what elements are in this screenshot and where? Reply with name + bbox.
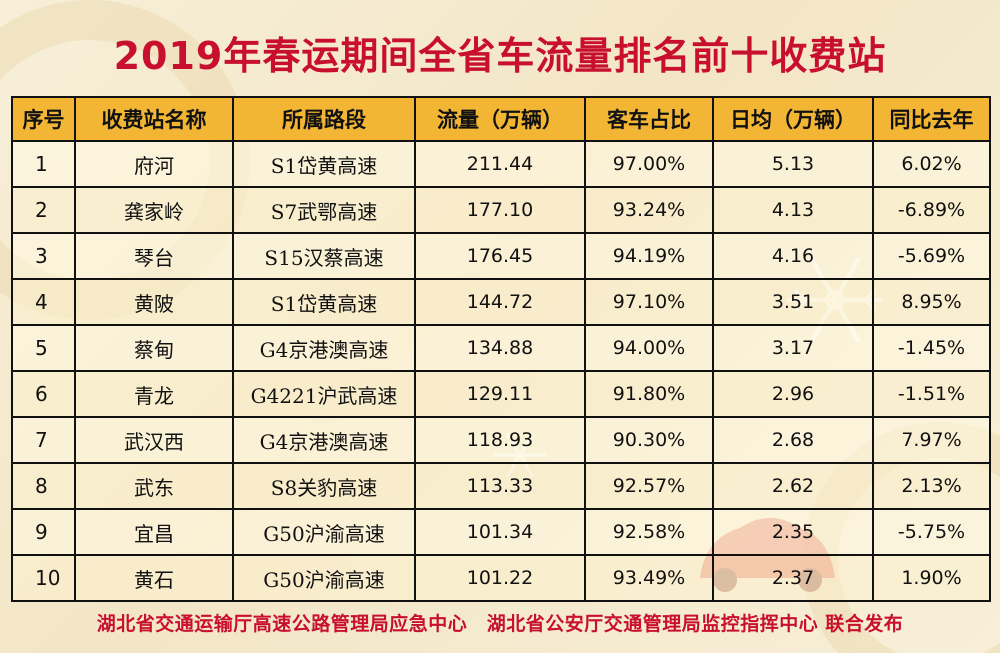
cell-passenger-ratio: 92.58% (584, 508, 714, 556)
cell-yoy: 8.95% (872, 278, 991, 326)
header-road: 所属路段 (232, 96, 416, 142)
header-flow: 流量（万辆） (414, 96, 586, 142)
cell-daily-average: 2.68 (712, 416, 874, 464)
cell-flow: 101.22 (414, 554, 586, 602)
cell-station-name: 武东 (74, 462, 234, 510)
cell-index: 8 (11, 462, 76, 510)
cell-flow: 177.10 (414, 186, 586, 234)
cell-road: S8关豹高速 (232, 462, 416, 510)
cell-road: S1岱黄高速 (232, 278, 416, 326)
cell-road: G4京港澳高速 (232, 324, 416, 372)
header-index: 序号 (11, 96, 76, 142)
cell-yoy: 6.02% (872, 140, 991, 188)
cell-yoy: 1.90% (872, 554, 991, 602)
header-daily-average: 日均（万辆） (712, 96, 874, 142)
cell-station-name: 宜昌 (74, 508, 234, 556)
table-row: 8 武东 S8关豹高速 113.33 92.57% 2.62 2.13% (11, 462, 991, 510)
table-row: 6 青龙 G4221沪武高速 129.11 91.80% 2.96 -1.51% (11, 370, 991, 418)
cell-daily-average: 2.62 (712, 462, 874, 510)
cell-daily-average: 5.13 (712, 140, 874, 188)
table-row: 3 琴台 S15汉蔡高速 176.45 94.19% 4.16 -5.69% (11, 232, 991, 280)
cell-yoy: -5.75% (872, 508, 991, 556)
cell-index: 5 (11, 324, 76, 372)
cell-yoy: 7.97% (872, 416, 991, 464)
table-row: 9 宜昌 G50沪渝高速 101.34 92.58% 2.35 -5.75% (11, 508, 991, 556)
cell-passenger-ratio: 94.00% (584, 324, 714, 372)
table-row: 2 龚家岭 S7武鄂高速 177.10 93.24% 4.13 -6.89% (11, 186, 991, 234)
cell-flow: 134.88 (414, 324, 586, 372)
cell-index: 1 (11, 140, 76, 188)
cell-road: G4京港澳高速 (232, 416, 416, 464)
cell-road: G4221沪武高速 (232, 370, 416, 418)
cell-station-name: 青龙 (74, 370, 234, 418)
cell-index: 7 (11, 416, 76, 464)
header-station-name: 收费站名称 (74, 96, 234, 142)
cell-index: 10 (11, 554, 76, 602)
table-row: 7 武汉西 G4京港澳高速 118.93 90.30% 2.68 7.97% (11, 416, 991, 464)
cell-station-name: 龚家岭 (74, 186, 234, 234)
page-title: 2019年春运期间全省车流量排名前十收费站 (113, 34, 887, 78)
table-row: 5 蔡甸 G4京港澳高速 134.88 94.00% 3.17 -1.45% (11, 324, 991, 372)
cell-road: S7武鄂高速 (232, 186, 416, 234)
cell-passenger-ratio: 93.24% (584, 186, 714, 234)
table-header-row: 序号 收费站名称 所属路段 流量（万辆） 客车占比 日均（万辆） 同比去年 (11, 96, 991, 142)
cell-station-name: 黄陂 (74, 278, 234, 326)
cell-yoy: -1.45% (872, 324, 991, 372)
cell-yoy: -1.51% (872, 370, 991, 418)
cell-daily-average: 3.51 (712, 278, 874, 326)
cell-index: 3 (11, 232, 76, 280)
cell-passenger-ratio: 97.00% (584, 140, 714, 188)
cell-passenger-ratio: 93.49% (584, 554, 714, 602)
cell-passenger-ratio: 91.80% (584, 370, 714, 418)
cell-road: G50沪渝高速 (232, 554, 416, 602)
cell-daily-average: 2.37 (712, 554, 874, 602)
cell-passenger-ratio: 92.57% (584, 462, 714, 510)
cell-flow: 101.34 (414, 508, 586, 556)
header-yoy: 同比去年 (872, 96, 991, 142)
cell-road: S15汉蔡高速 (232, 232, 416, 280)
table-row: 4 黄陂 S1岱黄高速 144.72 97.10% 3.51 8.95% (11, 278, 991, 326)
cell-flow: 144.72 (414, 278, 586, 326)
cell-station-name: 府河 (74, 140, 234, 188)
cell-passenger-ratio: 94.19% (584, 232, 714, 280)
cell-passenger-ratio: 90.30% (584, 416, 714, 464)
cell-flow: 118.93 (414, 416, 586, 464)
cell-road: G50沪渝高速 (232, 508, 416, 556)
cell-index: 4 (11, 278, 76, 326)
cell-station-name: 蔡甸 (74, 324, 234, 372)
cell-passenger-ratio: 97.10% (584, 278, 714, 326)
footer-publisher: 湖北省交通运输厅高速公路管理局应急中心 湖北省公安厅交通管理局监控指挥中心 联合… (96, 613, 904, 635)
cell-flow: 113.33 (414, 462, 586, 510)
header-passenger-ratio: 客车占比 (584, 96, 714, 142)
cell-station-name: 琴台 (74, 232, 234, 280)
cell-daily-average: 4.16 (712, 232, 874, 280)
cell-flow: 176.45 (414, 232, 586, 280)
cell-yoy: -6.89% (872, 186, 991, 234)
cell-index: 2 (11, 186, 76, 234)
cell-daily-average: 2.35 (712, 508, 874, 556)
cell-index: 9 (11, 508, 76, 556)
cell-station-name: 黄石 (74, 554, 234, 602)
table-row: 10 黄石 G50沪渝高速 101.22 93.49% 2.37 1.90% (11, 554, 991, 602)
cell-yoy: -5.69% (872, 232, 991, 280)
cell-flow: 129.11 (414, 370, 586, 418)
cell-index: 6 (11, 370, 76, 418)
cell-daily-average: 2.96 (712, 370, 874, 418)
table-row: 1 府河 S1岱黄高速 211.44 97.00% 5.13 6.02% (11, 140, 991, 188)
cell-flow: 211.44 (414, 140, 586, 188)
cell-yoy: 2.13% (872, 462, 991, 510)
cell-road: S1岱黄高速 (232, 140, 416, 188)
cell-station-name: 武汉西 (74, 416, 234, 464)
cell-daily-average: 3.17 (712, 324, 874, 372)
cell-daily-average: 4.13 (712, 186, 874, 234)
